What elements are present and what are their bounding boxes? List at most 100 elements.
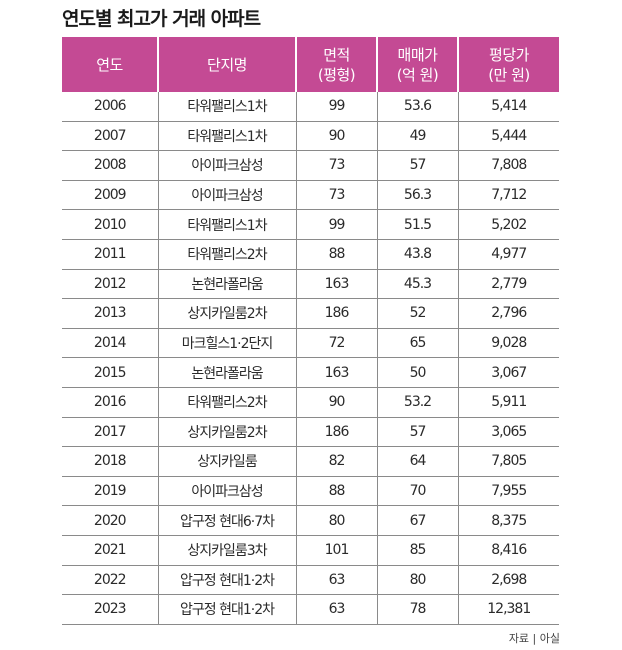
area-cell: 163 <box>295 357 377 388</box>
price-per-pyeong-cell: 7,712 <box>457 180 559 211</box>
price-cell: 43.8 <box>376 239 458 270</box>
year-cell: 2013 <box>62 298 158 329</box>
header-row: 연도 단지명 면적 (평형) 매매가 (억 원) 평당가 (만 원) <box>62 37 559 92</box>
complex-name-cell: 압구정 현대6·7차 <box>157 505 296 536</box>
complex-name-cell: 타워팰리스2차 <box>157 387 296 418</box>
price-per-pyeong-cell: 7,955 <box>457 476 559 507</box>
complex-name-cell: 상지카일룸 <box>157 446 296 477</box>
complex-name-cell: 논현라폴라움 <box>157 357 296 388</box>
year-cell: 2019 <box>62 476 158 507</box>
complex-name-cell: 아이파크삼성 <box>157 180 296 211</box>
price-cell: 56.3 <box>376 180 458 211</box>
table-row: 2015 논현라폴라움 163 50 3,067 <box>62 357 559 388</box>
area-cell: 63 <box>295 594 377 625</box>
year-cell: 2012 <box>62 269 158 300</box>
complex-name-cell: 아이파크삼성 <box>157 476 296 507</box>
complex-name-cell: 압구정 현대1·2차 <box>157 565 296 596</box>
price-cell: 53.2 <box>376 387 458 418</box>
price-per-pyeong-cell: 3,067 <box>457 357 559 388</box>
column-header: 면적 (평형) <box>295 37 377 92</box>
price-cell: 57 <box>376 150 458 181</box>
year-cell: 2020 <box>62 505 158 536</box>
price-cell: 52 <box>376 298 458 329</box>
table-row: 2020 압구정 현대6·7차 80 67 8,375 <box>62 505 559 536</box>
year-cell: 2007 <box>62 121 158 152</box>
area-cell: 80 <box>295 505 377 536</box>
complex-name-cell: 압구정 현대1·2차 <box>157 594 296 625</box>
area-cell: 73 <box>295 180 377 211</box>
column-header-unit: (억 원) <box>396 65 439 84</box>
area-cell: 90 <box>295 387 377 418</box>
price-cell: 67 <box>376 505 458 536</box>
complex-name-cell: 상지카일룸2차 <box>157 417 296 448</box>
price-cell: 49 <box>376 121 458 152</box>
column-header-line1: 단지명 <box>207 55 247 74</box>
area-cell: 73 <box>295 150 377 181</box>
price-per-pyeong-cell: 3,065 <box>457 417 559 448</box>
apartment-table: 연도 단지명 면적 (평형) 매매가 (억 원) 평당가 (만 원) 2006 타워팰리스1차 9… <box>62 37 559 625</box>
year-cell: 2018 <box>62 446 158 477</box>
complex-name-cell: 타워팰리스1차 <box>157 92 296 122</box>
year-cell: 2022 <box>62 565 158 596</box>
table-row: 2023 압구정 현대1·2차 63 78 12,381 <box>62 594 559 625</box>
area-cell: 101 <box>295 535 377 566</box>
price-per-pyeong-cell: 8,416 <box>457 535 559 566</box>
column-header-line1: 면적 <box>323 45 350 64</box>
year-cell: 2021 <box>62 535 158 566</box>
area-cell: 88 <box>295 476 377 507</box>
table-row: 2012 논현라폴라움 163 45.3 2,779 <box>62 269 559 300</box>
price-cell: 57 <box>376 417 458 448</box>
column-header-unit: (평형) <box>317 65 356 84</box>
column-header: 단지명 <box>157 37 296 92</box>
column-header: 평당가 (만 원) <box>457 37 559 92</box>
year-cell: 2014 <box>62 328 158 359</box>
price-per-pyeong-cell: 2,779 <box>457 269 559 300</box>
complex-name-cell: 아이파크삼성 <box>157 150 296 181</box>
table-row: 2008 아이파크삼성 73 57 7,808 <box>62 150 559 181</box>
area-cell: 63 <box>295 565 377 596</box>
price-per-pyeong-cell: 7,808 <box>457 150 559 181</box>
area-cell: 163 <box>295 269 377 300</box>
year-cell: 2009 <box>62 180 158 211</box>
table-row: 2007 타워팰리스1차 90 49 5,444 <box>62 121 559 152</box>
price-per-pyeong-cell: 8,375 <box>457 505 559 536</box>
price-cell: 64 <box>376 446 458 477</box>
page-title: 연도별 최고가 거래 아파트 <box>62 8 261 30</box>
table-row: 2013 상지카일룸2차 186 52 2,796 <box>62 298 559 329</box>
column-header: 연도 <box>62 37 158 92</box>
complex-name-cell: 상지카일룸3차 <box>157 535 296 566</box>
year-cell: 2006 <box>62 92 158 122</box>
complex-name-cell: 논현라폴라움 <box>157 269 296 300</box>
table-row: 2006 타워팰리스1차 99 53.6 5,414 <box>62 92 559 122</box>
price-per-pyeong-cell: 5,202 <box>457 209 559 240</box>
table-row: 2009 아이파크삼성 73 56.3 7,712 <box>62 180 559 211</box>
price-per-pyeong-cell: 5,911 <box>457 387 559 418</box>
price-per-pyeong-cell: 5,444 <box>457 121 559 152</box>
price-cell: 51.5 <box>376 209 458 240</box>
price-per-pyeong-cell: 12,381 <box>457 594 559 625</box>
area-cell: 88 <box>295 239 377 270</box>
price-cell: 65 <box>376 328 458 359</box>
table-row: 2018 상지카일룸 82 64 7,805 <box>62 446 559 477</box>
complex-name-cell: 마크힐스1·2단지 <box>157 328 296 359</box>
year-cell: 2016 <box>62 387 158 418</box>
column-header-line1: 연도 <box>96 55 123 74</box>
table-row: 2022 압구정 현대1·2차 63 80 2,698 <box>62 565 559 596</box>
price-cell: 70 <box>376 476 458 507</box>
area-cell: 99 <box>295 209 377 240</box>
complex-name-cell: 타워팰리스2차 <box>157 239 296 270</box>
year-cell: 2008 <box>62 150 158 181</box>
price-per-pyeong-cell: 9,028 <box>457 328 559 359</box>
source-note: 자료 | 아실 <box>508 632 560 645</box>
price-cell: 78 <box>376 594 458 625</box>
area-cell: 90 <box>295 121 377 152</box>
price-per-pyeong-cell: 7,805 <box>457 446 559 477</box>
area-cell: 82 <box>295 446 377 477</box>
year-cell: 2023 <box>62 594 158 625</box>
price-cell: 80 <box>376 565 458 596</box>
year-cell: 2017 <box>62 417 158 448</box>
complex-name-cell: 타워팰리스1차 <box>157 209 296 240</box>
table-row: 2014 마크힐스1·2단지 72 65 9,028 <box>62 328 559 359</box>
area-cell: 99 <box>295 92 377 122</box>
column-header: 매매가 (억 원) <box>376 37 458 92</box>
